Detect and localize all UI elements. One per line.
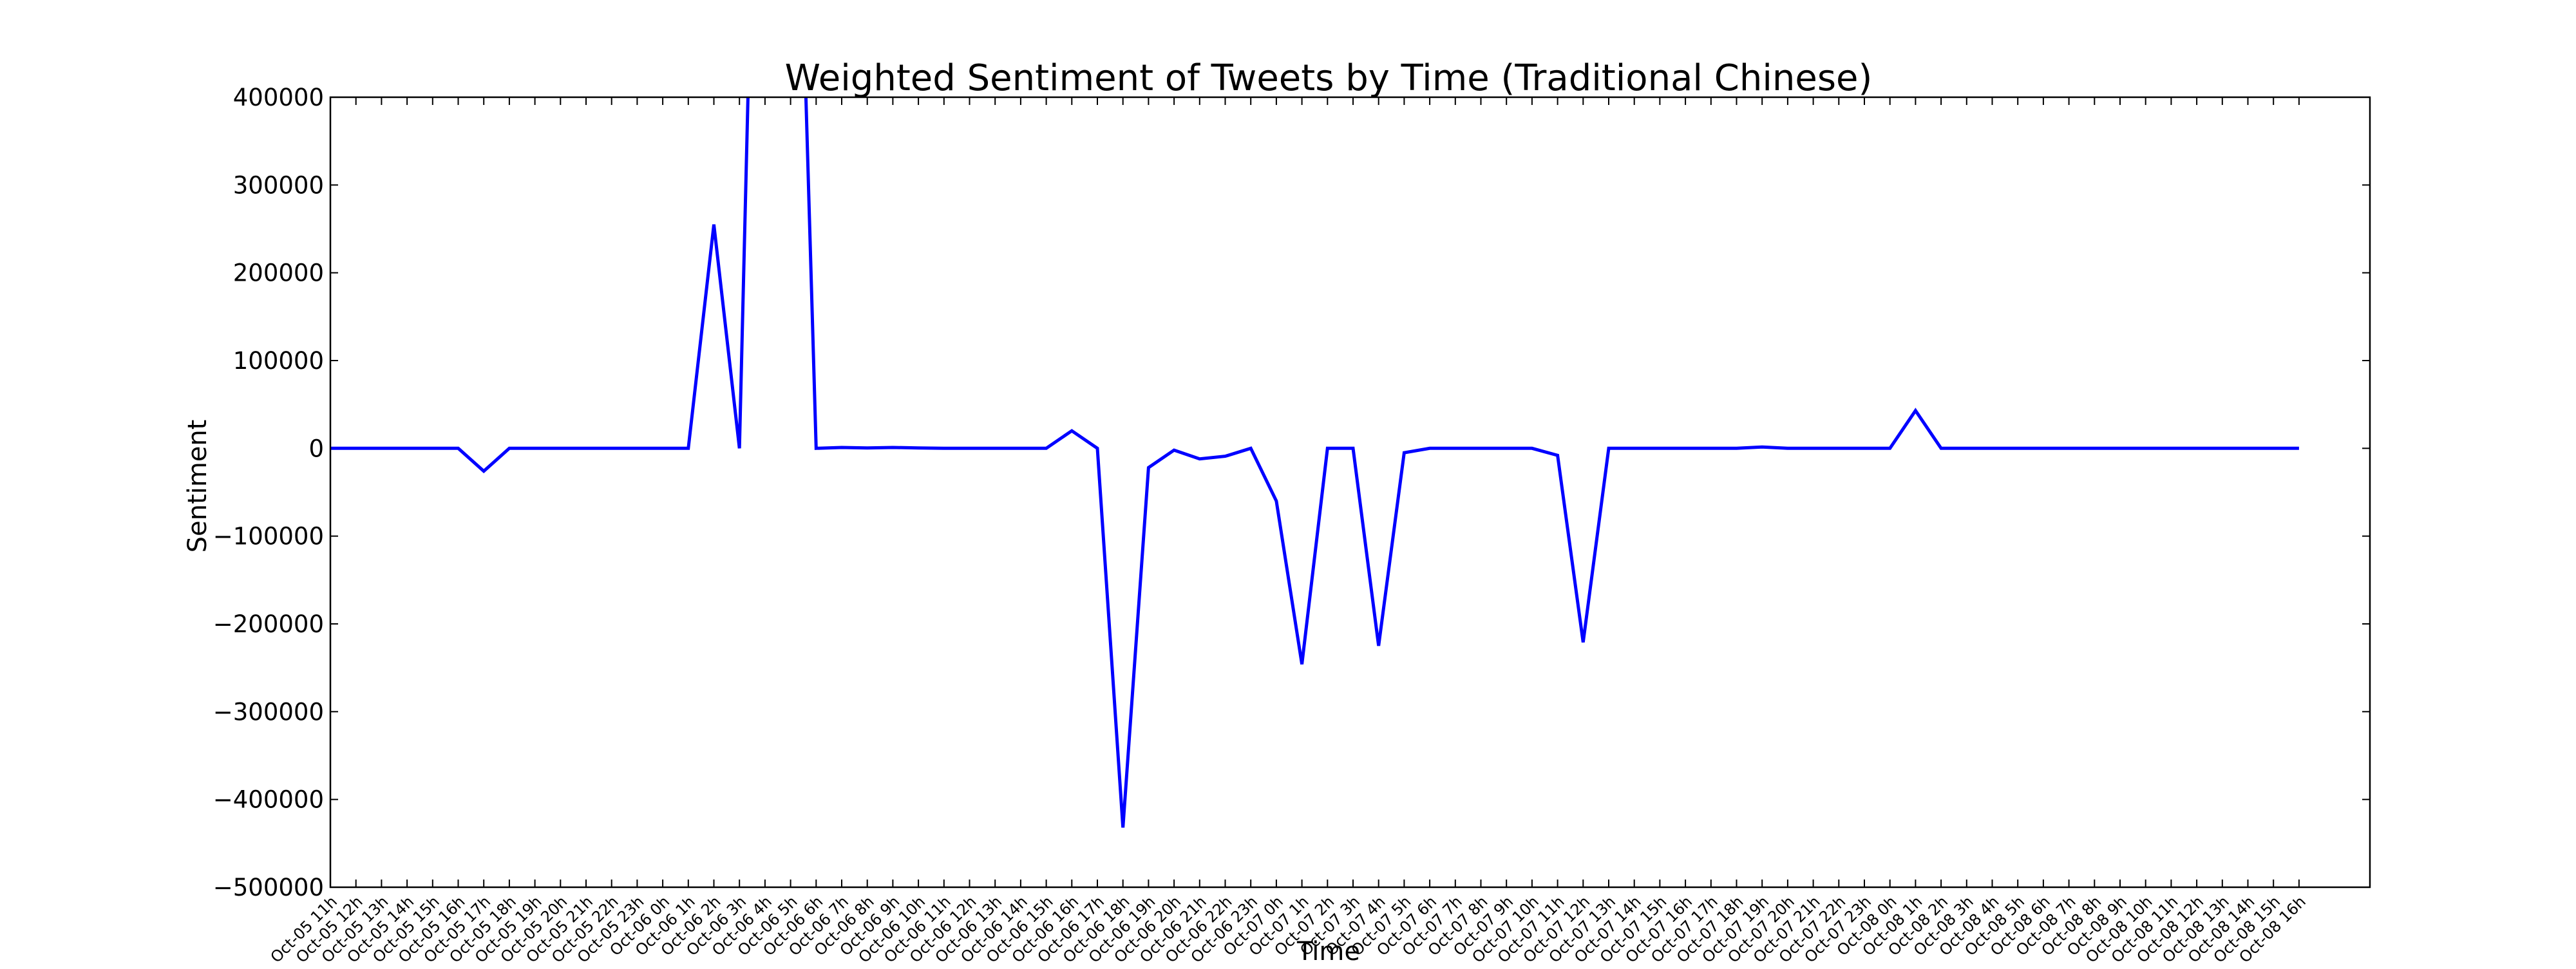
plot-frame: [329, 96, 2371, 889]
y-tick-label: 200000: [233, 259, 324, 287]
y-axis-label: Sentiment: [183, 420, 213, 553]
chart-title: Weighted Sentiment of Tweets by Time (Tr…: [785, 57, 1873, 99]
y-tick-label: 400000: [233, 84, 324, 111]
x-axis-label: Time: [1296, 937, 1360, 966]
y-tick-label: −200000: [213, 610, 324, 638]
y-tick-label: 0: [308, 435, 324, 462]
y-tick-label: 100000: [233, 347, 324, 375]
y-tick-label: −300000: [213, 698, 324, 726]
y-tick-label: −100000: [213, 523, 324, 550]
plot-area: 400000 300000 200000 100000 0 −100000 −200000 −…: [213, 84, 2371, 966]
y-tick-label: 300000: [233, 171, 324, 199]
y-tick-label: −400000: [213, 786, 324, 814]
y-tick-label: −500000: [213, 874, 324, 901]
series-line: [330, 97, 2299, 828]
